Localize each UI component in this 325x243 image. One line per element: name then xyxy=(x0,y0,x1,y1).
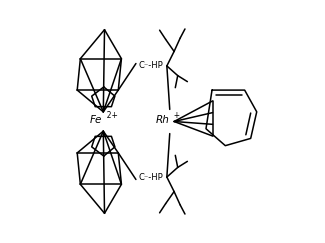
Text: Fe: Fe xyxy=(90,115,102,125)
Text: 2+: 2+ xyxy=(102,111,118,120)
Text: Rh: Rh xyxy=(155,115,169,125)
Text: C⁻-HP: C⁻-HP xyxy=(138,173,163,182)
Text: C⁻-HP: C⁻-HP xyxy=(138,61,163,70)
Text: +: + xyxy=(169,111,180,120)
